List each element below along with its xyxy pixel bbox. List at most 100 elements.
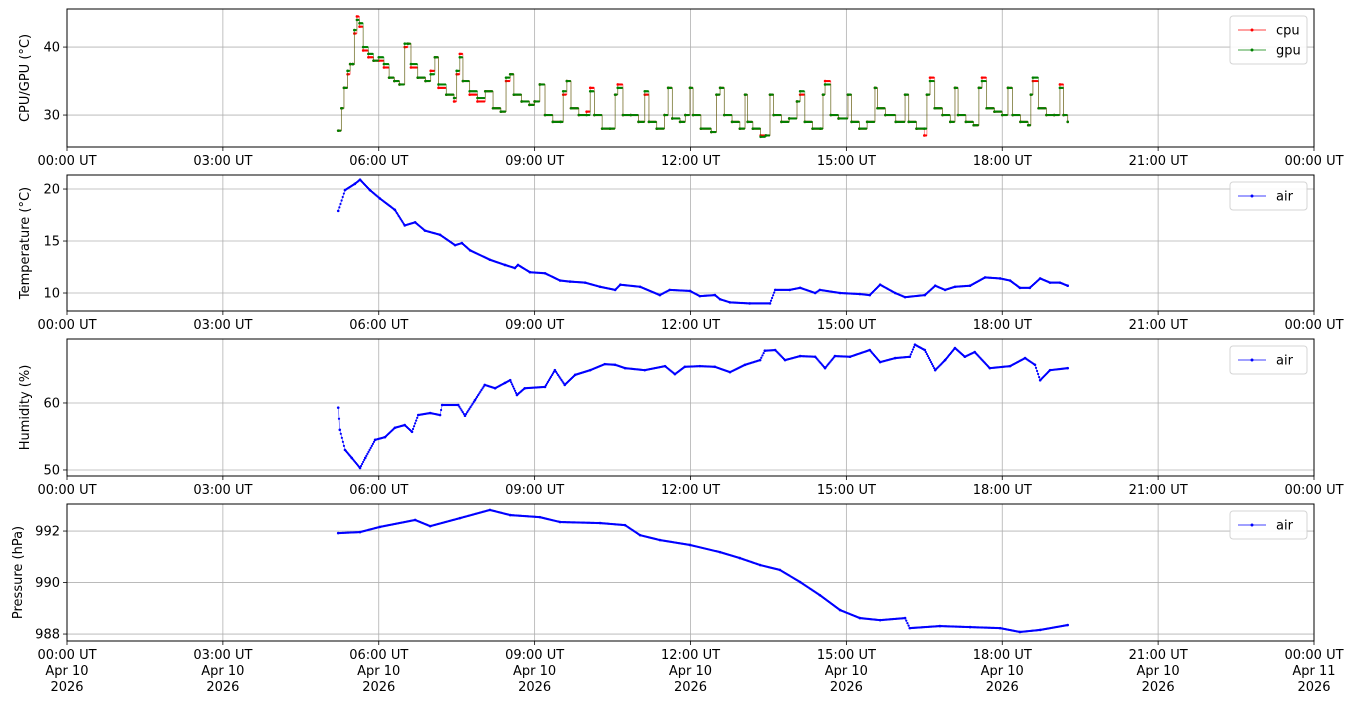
data-point — [1030, 93, 1033, 96]
data-point — [865, 127, 868, 130]
data-point — [542, 83, 546, 86]
data-point — [907, 624, 910, 627]
data-point — [537, 100, 540, 103]
data-point — [557, 373, 560, 377]
data-point — [758, 358, 762, 362]
data-point — [636, 113, 639, 117]
data-point — [503, 110, 507, 113]
data-point — [414, 422, 417, 425]
data-point — [948, 113, 951, 117]
data-point — [411, 427, 415, 431]
data-point — [555, 372, 559, 375]
data-point — [709, 127, 712, 130]
data-point — [475, 90, 478, 93]
data-point — [620, 86, 624, 89]
data-point — [564, 90, 567, 93]
data-point — [979, 86, 983, 89]
data-point — [1036, 76, 1039, 79]
data-point — [428, 79, 431, 83]
x-tick-label: 21:00 UT — [1129, 318, 1188, 333]
x-tick-label: 00:00 UT — [1284, 648, 1343, 663]
x-tick-year: 2026 — [1297, 680, 1330, 695]
legend-box — [1229, 510, 1308, 540]
data-point — [513, 389, 517, 392]
data-point — [480, 388, 483, 392]
data-point — [358, 466, 362, 470]
data-point — [1066, 120, 1070, 124]
data-point — [363, 458, 366, 462]
data-point — [366, 45, 369, 49]
data-point — [354, 32, 357, 35]
data-point — [365, 454, 368, 458]
data-point — [546, 380, 550, 383]
data-point — [559, 377, 562, 380]
x-tick-label: 03:00 UT — [193, 648, 252, 663]
data-point — [963, 113, 967, 117]
x-tick-year: 2026 — [674, 680, 707, 695]
y-axis-label: Pressure (hPa) — [11, 526, 26, 619]
data-point — [932, 76, 935, 79]
data-point — [340, 199, 343, 202]
x-tick-label: 00:00 UT — [1284, 318, 1343, 333]
x-tick-date: Apr 10 — [1137, 664, 1180, 679]
data-point — [1036, 79, 1039, 83]
data-point — [905, 619, 908, 622]
data-point — [1000, 110, 1003, 113]
data-point — [460, 409, 463, 412]
x-tick-label: 12:00 UT — [661, 483, 720, 498]
data-point — [588, 113, 591, 117]
data-point — [909, 353, 912, 356]
data-point — [771, 93, 774, 96]
axes-frame — [66, 503, 1315, 642]
data-point — [454, 100, 457, 103]
y-axis-label: CPU/GPU (°C) — [18, 34, 33, 122]
x-tick-label: 18:00 UT — [973, 318, 1032, 333]
data-point — [924, 350, 927, 354]
data-point — [511, 383, 514, 386]
data-point — [457, 69, 460, 72]
data-point — [992, 107, 995, 110]
data-point — [561, 120, 564, 123]
x-tick-label: 09:00 UT — [505, 154, 564, 169]
data-point — [678, 117, 681, 120]
data-point — [514, 391, 518, 394]
data-point — [828, 79, 831, 83]
axes-frame — [66, 174, 1315, 312]
data-point — [466, 411, 469, 414]
legend-box — [1229, 15, 1308, 65]
y-tick-label: 60 — [43, 396, 60, 411]
data-point — [519, 93, 522, 96]
x-tick-label: 12:00 UT — [661, 154, 720, 169]
data-point — [929, 361, 933, 364]
data-point — [475, 395, 479, 398]
data-point — [779, 113, 782, 117]
x-tick-label: 21:00 UT — [1129, 154, 1188, 169]
x-tick-label: 12:00 UT — [661, 648, 720, 663]
data-point — [381, 56, 385, 59]
x-tick-year: 2026 — [518, 680, 551, 695]
data-point — [498, 107, 501, 110]
legend-label: air — [1276, 354, 1294, 369]
x-tick-date: Apr 10 — [45, 664, 88, 679]
x-tick-date: Apr 10 — [513, 664, 556, 679]
data-point — [911, 348, 914, 351]
data-point — [928, 359, 932, 362]
data-point — [902, 120, 906, 123]
data-point — [690, 86, 694, 89]
data-point — [483, 96, 486, 100]
x-tick-label: 00:00 UT — [1284, 154, 1343, 169]
legend: air — [1229, 181, 1308, 211]
x-tick-label: 18:00 UT — [973, 648, 1032, 663]
data-point — [469, 406, 472, 409]
y-tick-label: 15 — [43, 235, 60, 250]
data-point — [371, 442, 375, 445]
data-point — [931, 363, 934, 366]
data-point — [1061, 83, 1064, 86]
data-point — [475, 93, 478, 96]
data-point — [906, 93, 909, 96]
data-point — [370, 444, 373, 447]
data-point — [361, 22, 364, 25]
data-point — [477, 394, 480, 397]
data-point — [366, 49, 369, 52]
series-line — [337, 344, 1068, 469]
